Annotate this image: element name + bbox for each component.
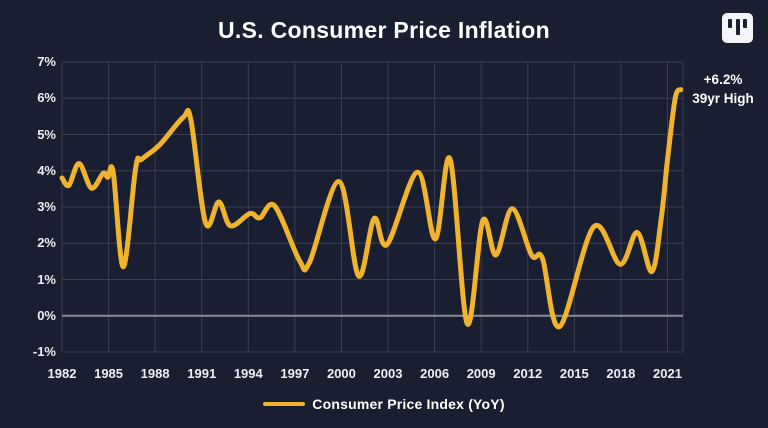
y-tick-label: 6% <box>37 90 56 106</box>
chart-title: U.S. Consumer Price Inflation <box>217 17 551 43</box>
x-tick-label: 2009 <box>466 366 496 381</box>
y-tick-label: 0% <box>37 307 56 323</box>
logo-bar-right <box>743 19 747 28</box>
x-tick-label: 2006 <box>420 366 450 381</box>
x-tick-label: 2000 <box>326 366 356 381</box>
x-tick-label: 2003 <box>373 366 403 381</box>
y-tick-label: -1% <box>32 344 56 359</box>
y-tick-label: 5% <box>37 126 56 142</box>
x-tick-label: 1982 <box>47 366 77 381</box>
y-tick-label: 2% <box>37 235 56 251</box>
legend: Consumer Price Index (YoY) <box>0 394 768 414</box>
x-tick-label: 1991 <box>187 366 217 381</box>
y-tick-label: 1% <box>37 271 56 287</box>
x-tick-label: 2021 <box>653 366 682 381</box>
x-tick-label: 1988 <box>140 366 170 381</box>
x-tick-label: 2012 <box>513 366 543 381</box>
legend-line-swatch <box>263 401 306 407</box>
peak-annotation: +6.2% 39yr High <box>686 71 760 108</box>
x-tick-label: 1985 <box>94 366 124 381</box>
x-tick-label: 1997 <box>280 366 310 381</box>
legend-label: Consumer Price Index (YoY) <box>312 396 505 412</box>
logo-bar-left <box>728 19 732 28</box>
peak-annotation-value: +6.2% <box>703 72 743 87</box>
y-tick-label: 7% <box>37 54 56 69</box>
chartr-logo-icon <box>722 13 753 43</box>
y-tick-label: 3% <box>37 199 56 214</box>
x-tick-label: 2015 <box>559 366 589 381</box>
peak-annotation-note: 39yr High <box>692 90 754 106</box>
logo-bar-middle <box>735 19 740 35</box>
x-tick-label: 1994 <box>233 366 263 381</box>
cpi-line-path <box>59 87 684 330</box>
y-tick-label: 4% <box>37 162 56 178</box>
x-tick-label: 2018 <box>606 366 636 381</box>
